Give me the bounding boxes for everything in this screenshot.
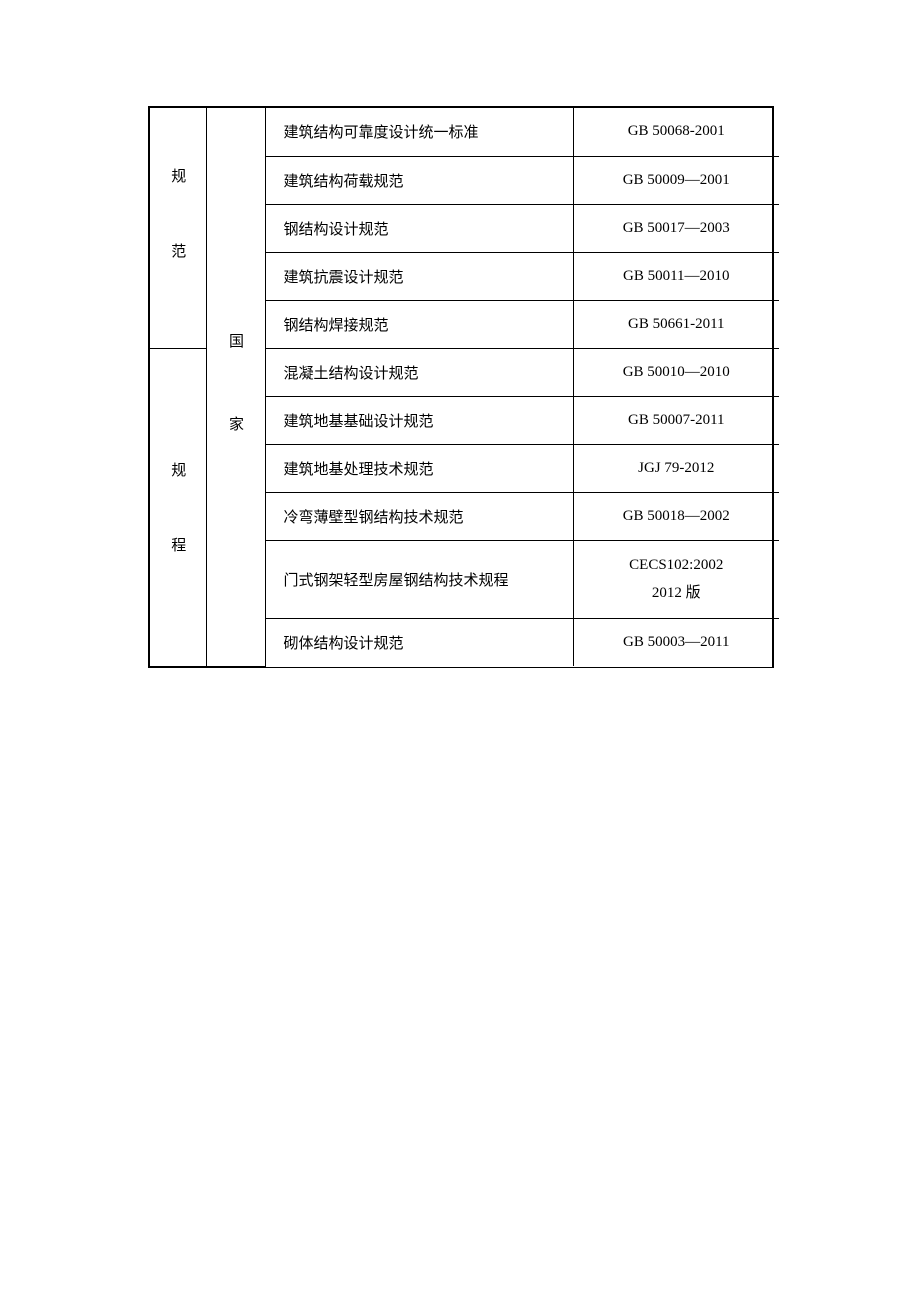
standard-code: GB 50003—2011 <box>573 618 779 666</box>
category-cell-top: 规范 <box>150 108 206 348</box>
standard-name: 门式钢架轻型房屋钢结构技术规程 <box>265 540 573 618</box>
standards-table-wrapper: 规范 国家 建筑结构可靠度设计统一标准 GB 50068-2001 建筑结构荷载… <box>148 106 774 668</box>
standard-code: JGJ 79-2012 <box>573 444 779 492</box>
standard-name: 钢结构设计规范 <box>265 204 573 252</box>
standard-code: GB 50010—2010 <box>573 348 779 396</box>
standard-code: GB 50017—2003 <box>573 204 779 252</box>
standard-code: GB 50007-2011 <box>573 396 779 444</box>
standard-name: 钢结构焊接规范 <box>265 300 573 348</box>
standard-code: CECS102:20022012 版 <box>573 540 779 618</box>
standard-code: GB 50661-2011 <box>573 300 779 348</box>
standard-name: 建筑抗震设计规范 <box>265 252 573 300</box>
standard-code: GB 50068-2001 <box>573 108 779 156</box>
jurisdiction-cell: 国家 <box>206 108 265 666</box>
standard-name: 混凝土结构设计规范 <box>265 348 573 396</box>
standard-code: GB 50009—2001 <box>573 156 779 204</box>
standard-name: 冷弯薄壁型钢结构技术规范 <box>265 492 573 540</box>
standard-code: GB 50011—2010 <box>573 252 779 300</box>
category-cell-bottom: 规程 <box>150 348 206 666</box>
standard-name: 建筑结构荷载规范 <box>265 156 573 204</box>
standard-name: 建筑地基处理技术规范 <box>265 444 573 492</box>
standards-table: 规范 国家 建筑结构可靠度设计统一标准 GB 50068-2001 建筑结构荷载… <box>150 108 779 667</box>
standard-code: GB 50018—2002 <box>573 492 779 540</box>
standard-name: 砌体结构设计规范 <box>265 618 573 666</box>
standard-name: 建筑地基基础设计规范 <box>265 396 573 444</box>
standard-name: 建筑结构可靠度设计统一标准 <box>265 108 573 156</box>
table-row: 规范 国家 建筑结构可靠度设计统一标准 GB 50068-2001 <box>150 108 779 156</box>
